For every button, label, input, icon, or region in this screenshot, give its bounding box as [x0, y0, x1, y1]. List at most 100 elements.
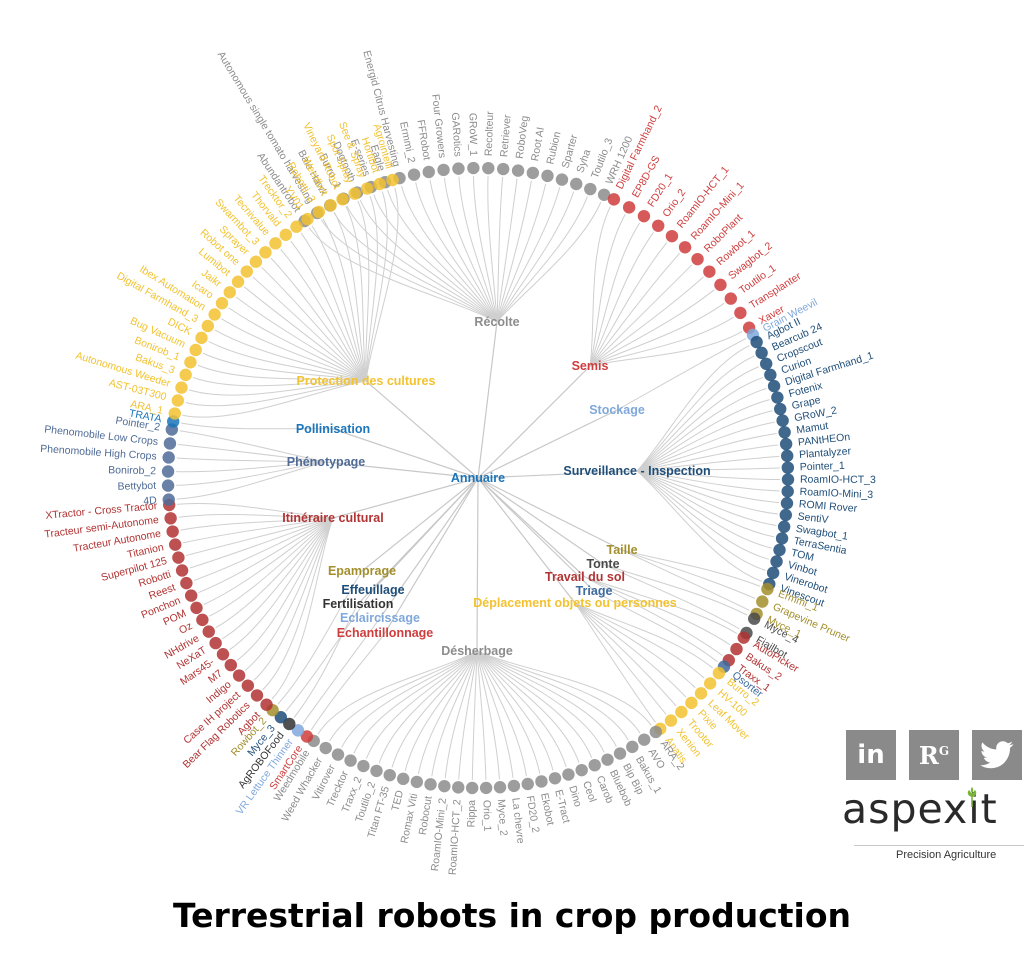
leaf-node	[535, 775, 548, 788]
leaf-node	[497, 162, 510, 176]
leaf-label: Orio_1	[480, 800, 493, 832]
leaf-link	[636, 444, 779, 472]
leaf-link	[476, 650, 500, 780]
leaf-node	[607, 193, 621, 206]
root-link	[477, 477, 604, 565]
leaf-node	[779, 508, 792, 522]
leaf-node	[422, 165, 435, 179]
leaf-link	[353, 650, 478, 754]
leaf-node	[231, 275, 245, 288]
leaf-link	[589, 252, 681, 367]
leaf-node	[274, 711, 288, 724]
leaf-link	[261, 266, 367, 382]
leaf-node	[195, 331, 208, 345]
leaf-node	[584, 182, 597, 196]
leaf-label: ROMI Rover	[798, 498, 858, 515]
leaf-node	[344, 754, 357, 767]
leaf-node	[383, 768, 396, 782]
leaf-link	[178, 513, 334, 519]
leaf-node	[424, 778, 437, 791]
leaf-node	[437, 163, 450, 177]
leaf-node	[224, 658, 238, 672]
leaf-link	[270, 257, 367, 382]
leaf-link	[359, 199, 498, 323]
group-label: Déplacement objets ou personnes	[473, 596, 677, 610]
leaf-link	[589, 214, 626, 367]
group-label: Itinéraire cultural	[282, 511, 383, 525]
leaf-node	[555, 173, 569, 186]
leaf-link	[333, 212, 367, 382]
leaf-node	[232, 669, 246, 682]
leaf-link	[345, 206, 367, 382]
leaf-node	[637, 209, 651, 223]
leaf-node	[171, 394, 185, 407]
leaf-node	[691, 252, 704, 266]
leaf-link	[636, 455, 780, 472]
leaf-label: Myce_2	[495, 799, 510, 837]
leaf-node	[161, 479, 175, 492]
leaf-node	[163, 437, 177, 450]
group-label: Pollinisation	[296, 422, 370, 436]
root-link	[325, 461, 479, 479]
leaf-link	[476, 650, 629, 741]
group-label: Triage	[576, 584, 613, 598]
leaf-link	[346, 205, 498, 323]
linkedin-button[interactable]: in	[846, 730, 896, 780]
leaf-link	[317, 650, 478, 735]
leaf-node	[179, 368, 192, 382]
leaf-link	[391, 650, 478, 768]
leaf-label: Plantalyzer	[799, 445, 852, 461]
leaf-link	[589, 331, 743, 367]
leaf-node	[319, 741, 332, 755]
twitter-button[interactable]	[972, 730, 1022, 780]
leaf-label: FD20_2	[524, 795, 542, 834]
leaf-node	[714, 278, 727, 292]
leaf-node	[482, 161, 495, 175]
node-layer	[161, 161, 795, 795]
leaf-link	[589, 264, 693, 367]
leaf-link	[602, 563, 748, 616]
leaf-node	[161, 465, 175, 478]
leaf-node	[521, 777, 534, 791]
root-link	[477, 470, 638, 479]
leaf-node	[202, 625, 215, 638]
leaf-node	[770, 555, 783, 568]
leaf-label: RoamIO-HCT_2	[447, 799, 464, 876]
leaf-node	[755, 346, 768, 360]
leaf-link	[476, 650, 541, 774]
leaf-link	[443, 177, 498, 323]
group-label: Surveillance - Inspection	[563, 464, 710, 478]
leaf-link	[589, 206, 611, 367]
leaf-link	[271, 517, 334, 700]
leaf-node	[652, 219, 665, 232]
leaf-link	[214, 329, 367, 382]
researchgate-button[interactable]: RG	[909, 730, 959, 780]
leaf-node	[184, 356, 197, 369]
leaf-link	[496, 201, 602, 323]
leaf-node	[373, 177, 386, 191]
leaf-node	[241, 679, 255, 692]
leaf-node	[216, 648, 230, 661]
leaf-node	[771, 391, 784, 404]
leaf-node	[703, 677, 717, 690]
leaf-link	[235, 296, 367, 382]
leaf-node	[626, 740, 639, 754]
leaf-node	[162, 451, 175, 464]
leaf-node	[759, 357, 773, 370]
group-label: Tonte	[586, 557, 619, 571]
leaf-link	[593, 590, 718, 663]
leaf-link	[636, 470, 780, 492]
leaf-label: RoboVeg	[514, 115, 532, 160]
root-link	[477, 477, 586, 578]
leaf-link	[365, 187, 399, 382]
leaf-node	[773, 543, 786, 557]
leaf-link	[308, 227, 498, 323]
leaf-node	[781, 473, 795, 486]
leaf-link	[496, 178, 518, 323]
leaf-link	[636, 470, 762, 582]
leaf-node	[360, 182, 374, 195]
leaf-link	[176, 461, 327, 486]
leaf-label: SentiV	[797, 510, 829, 526]
root-link	[477, 477, 623, 551]
